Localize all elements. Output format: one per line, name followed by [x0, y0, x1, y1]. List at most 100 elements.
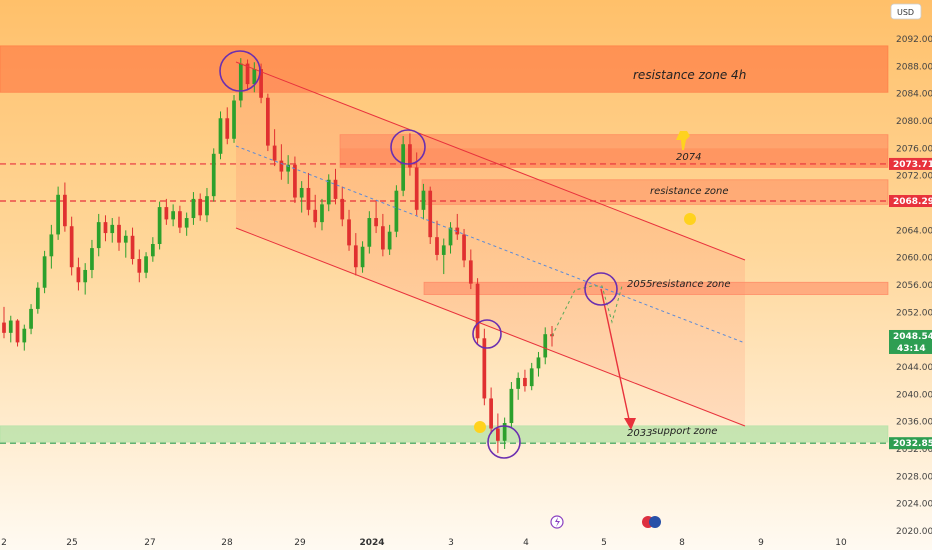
- candle[interactable]: [225, 118, 230, 139]
- highlight-circle[interactable]: [472, 319, 502, 349]
- date-tick-label: 27: [144, 538, 155, 548]
- candle[interactable]: [408, 144, 412, 168]
- candle[interactable]: [401, 144, 406, 191]
- candle[interactable]: [509, 388, 514, 424]
- candle[interactable]: [259, 69, 263, 98]
- highlight-circle[interactable]: [584, 272, 618, 306]
- candle[interactable]: [286, 164, 291, 172]
- candle[interactable]: [265, 97, 270, 146]
- price-tick-label: 2088.000: [896, 62, 932, 72]
- candle[interactable]: [306, 187, 311, 210]
- candle[interactable]: [475, 283, 480, 339]
- candle[interactable]: [8, 320, 13, 333]
- candle[interactable]: [529, 368, 534, 387]
- candle[interactable]: [110, 224, 115, 234]
- candle[interactable]: [387, 231, 392, 250]
- candle[interactable]: [523, 377, 527, 387]
- candle[interactable]: [117, 224, 121, 243]
- candle[interactable]: [130, 235, 135, 260]
- highlight-circle[interactable]: [219, 50, 261, 92]
- candle[interactable]: [150, 244, 155, 257]
- candle[interactable]: [178, 211, 182, 228]
- candle[interactable]: [340, 198, 345, 220]
- candle[interactable]: [448, 227, 453, 246]
- candle[interactable]: [49, 234, 54, 257]
- candle[interactable]: [462, 234, 466, 261]
- candle[interactable]: [299, 187, 304, 198]
- candle[interactable]: [313, 209, 318, 223]
- currency-button[interactable]: [890, 3, 922, 20]
- candle[interactable]: [252, 69, 257, 85]
- candle[interactable]: [293, 164, 297, 198]
- candle[interactable]: [35, 287, 40, 309]
- candle[interactable]: [22, 328, 27, 343]
- candle[interactable]: [83, 269, 88, 283]
- candle[interactable]: [232, 100, 236, 139]
- candle[interactable]: [238, 63, 243, 101]
- candle[interactable]: [184, 218, 189, 228]
- candle[interactable]: [63, 194, 67, 227]
- candle[interactable]: [15, 320, 20, 343]
- candle[interactable]: [245, 63, 250, 85]
- candle[interactable]: [191, 198, 196, 219]
- channel-lower-line[interactable]: [235, 227, 746, 427]
- candle[interactable]: [496, 428, 500, 441]
- candle[interactable]: [468, 260, 473, 284]
- candle[interactable]: [326, 179, 331, 205]
- candle[interactable]: [367, 218, 372, 247]
- candle[interactable]: [536, 357, 541, 369]
- candle[interactable]: [347, 219, 351, 246]
- highlight-circle[interactable]: [487, 425, 521, 459]
- candle[interactable]: [455, 227, 460, 235]
- candle[interactable]: [171, 211, 175, 220]
- candle[interactable]: [482, 338, 487, 399]
- candle[interactable]: [333, 179, 338, 199]
- candle[interactable]: [435, 237, 439, 255]
- candle[interactable]: [90, 248, 94, 270]
- candle[interactable]: [543, 334, 548, 358]
- candle[interactable]: [381, 226, 385, 250]
- candle[interactable]: [516, 377, 521, 389]
- candle[interactable]: [164, 207, 169, 220]
- candle[interactable]: [42, 256, 47, 288]
- candle[interactable]: [2, 322, 6, 333]
- candle[interactable]: [198, 198, 203, 216]
- candle[interactable]: [353, 245, 358, 268]
- candle[interactable]: [137, 259, 142, 273]
- candle[interactable]: [144, 256, 148, 273]
- candle[interactable]: [218, 118, 223, 154]
- candle[interactable]: [360, 246, 365, 268]
- candle[interactable]: [205, 196, 209, 216]
- current-price-tag: [889, 329, 932, 354]
- candle[interactable]: [96, 222, 101, 249]
- candle[interactable]: [272, 145, 277, 161]
- candle[interactable]: [157, 207, 162, 244]
- candle[interactable]: [441, 245, 446, 255]
- candle[interactable]: [56, 194, 60, 235]
- candle[interactable]: [502, 423, 507, 441]
- candle[interactable]: [421, 190, 426, 210]
- candle[interactable]: [374, 218, 378, 227]
- candle[interactable]: [428, 190, 433, 238]
- price-axis[interactable]: [888, 0, 932, 550]
- candle[interactable]: [394, 190, 399, 232]
- candle[interactable]: [211, 153, 216, 197]
- date-tick-label: 2024: [359, 538, 384, 548]
- candle[interactable]: [103, 222, 108, 234]
- forecast-arrow-line[interactable]: [600, 288, 631, 425]
- candle[interactable]: [69, 226, 74, 268]
- candle[interactable]: [489, 398, 493, 429]
- candle[interactable]: [76, 267, 81, 283]
- candle[interactable]: [414, 167, 419, 210]
- highlight-circle[interactable]: [390, 129, 426, 165]
- candle[interactable]: [123, 235, 128, 243]
- channel-mid-line[interactable]: [235, 145, 746, 344]
- candle[interactable]: [320, 204, 324, 223]
- candle[interactable]: [29, 308, 33, 329]
- zone-label: resistance zone: [652, 279, 731, 290]
- candle[interactable]: [279, 160, 284, 172]
- price-tag: [889, 157, 932, 170]
- channel-upper-line[interactable]: [235, 61, 746, 261]
